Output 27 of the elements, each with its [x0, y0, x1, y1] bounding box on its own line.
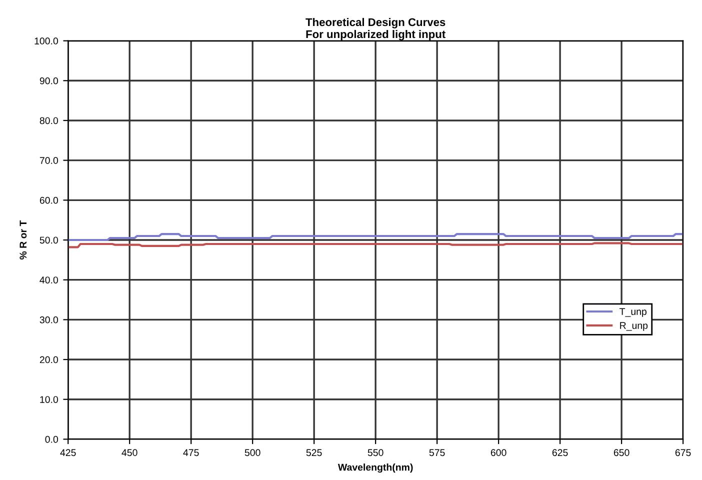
x-tick-label: 625	[552, 449, 568, 456]
y-tick-label: 90.0	[40, 77, 58, 84]
y-axis-title: % R or T	[20, 220, 27, 260]
y-tick-label: 0.0	[45, 436, 58, 443]
y-tick-label: 30.0	[40, 316, 58, 324]
x-tick-label: 550	[368, 449, 384, 456]
y-tick-label: 20.0	[40, 356, 58, 364]
x-tick-label: 525	[306, 449, 322, 456]
x-tick-label: 500	[244, 449, 260, 456]
x-tick-label: 475	[183, 449, 199, 456]
x-tick-label: 675	[675, 449, 691, 456]
x-tick-label: 425	[60, 449, 76, 456]
x-axis-title: Wavelength(nm)	[338, 464, 413, 473]
y-tick-label: 70.0	[40, 157, 58, 164]
y-tick-label: 60.0	[40, 196, 58, 204]
legend-label: T_unp	[620, 308, 646, 317]
y-tick-label: 50.0	[40, 236, 58, 244]
x-tick-label: 600	[490, 449, 506, 456]
y-tick-label: 10.0	[40, 396, 58, 403]
x-tick-label: 650	[614, 449, 630, 456]
x-tick-label: 450	[122, 449, 138, 456]
legend-label: R_unp	[620, 322, 648, 331]
y-tick-label: 100.0	[34, 38, 58, 44]
y-tick-label: 80.0	[40, 117, 58, 124]
x-tick-label: 575	[429, 449, 445, 456]
chart-title: Theoretical Design Curves For unpolarized light input	[306, 18, 446, 40]
y-tick-label: 40.0	[40, 276, 58, 284]
